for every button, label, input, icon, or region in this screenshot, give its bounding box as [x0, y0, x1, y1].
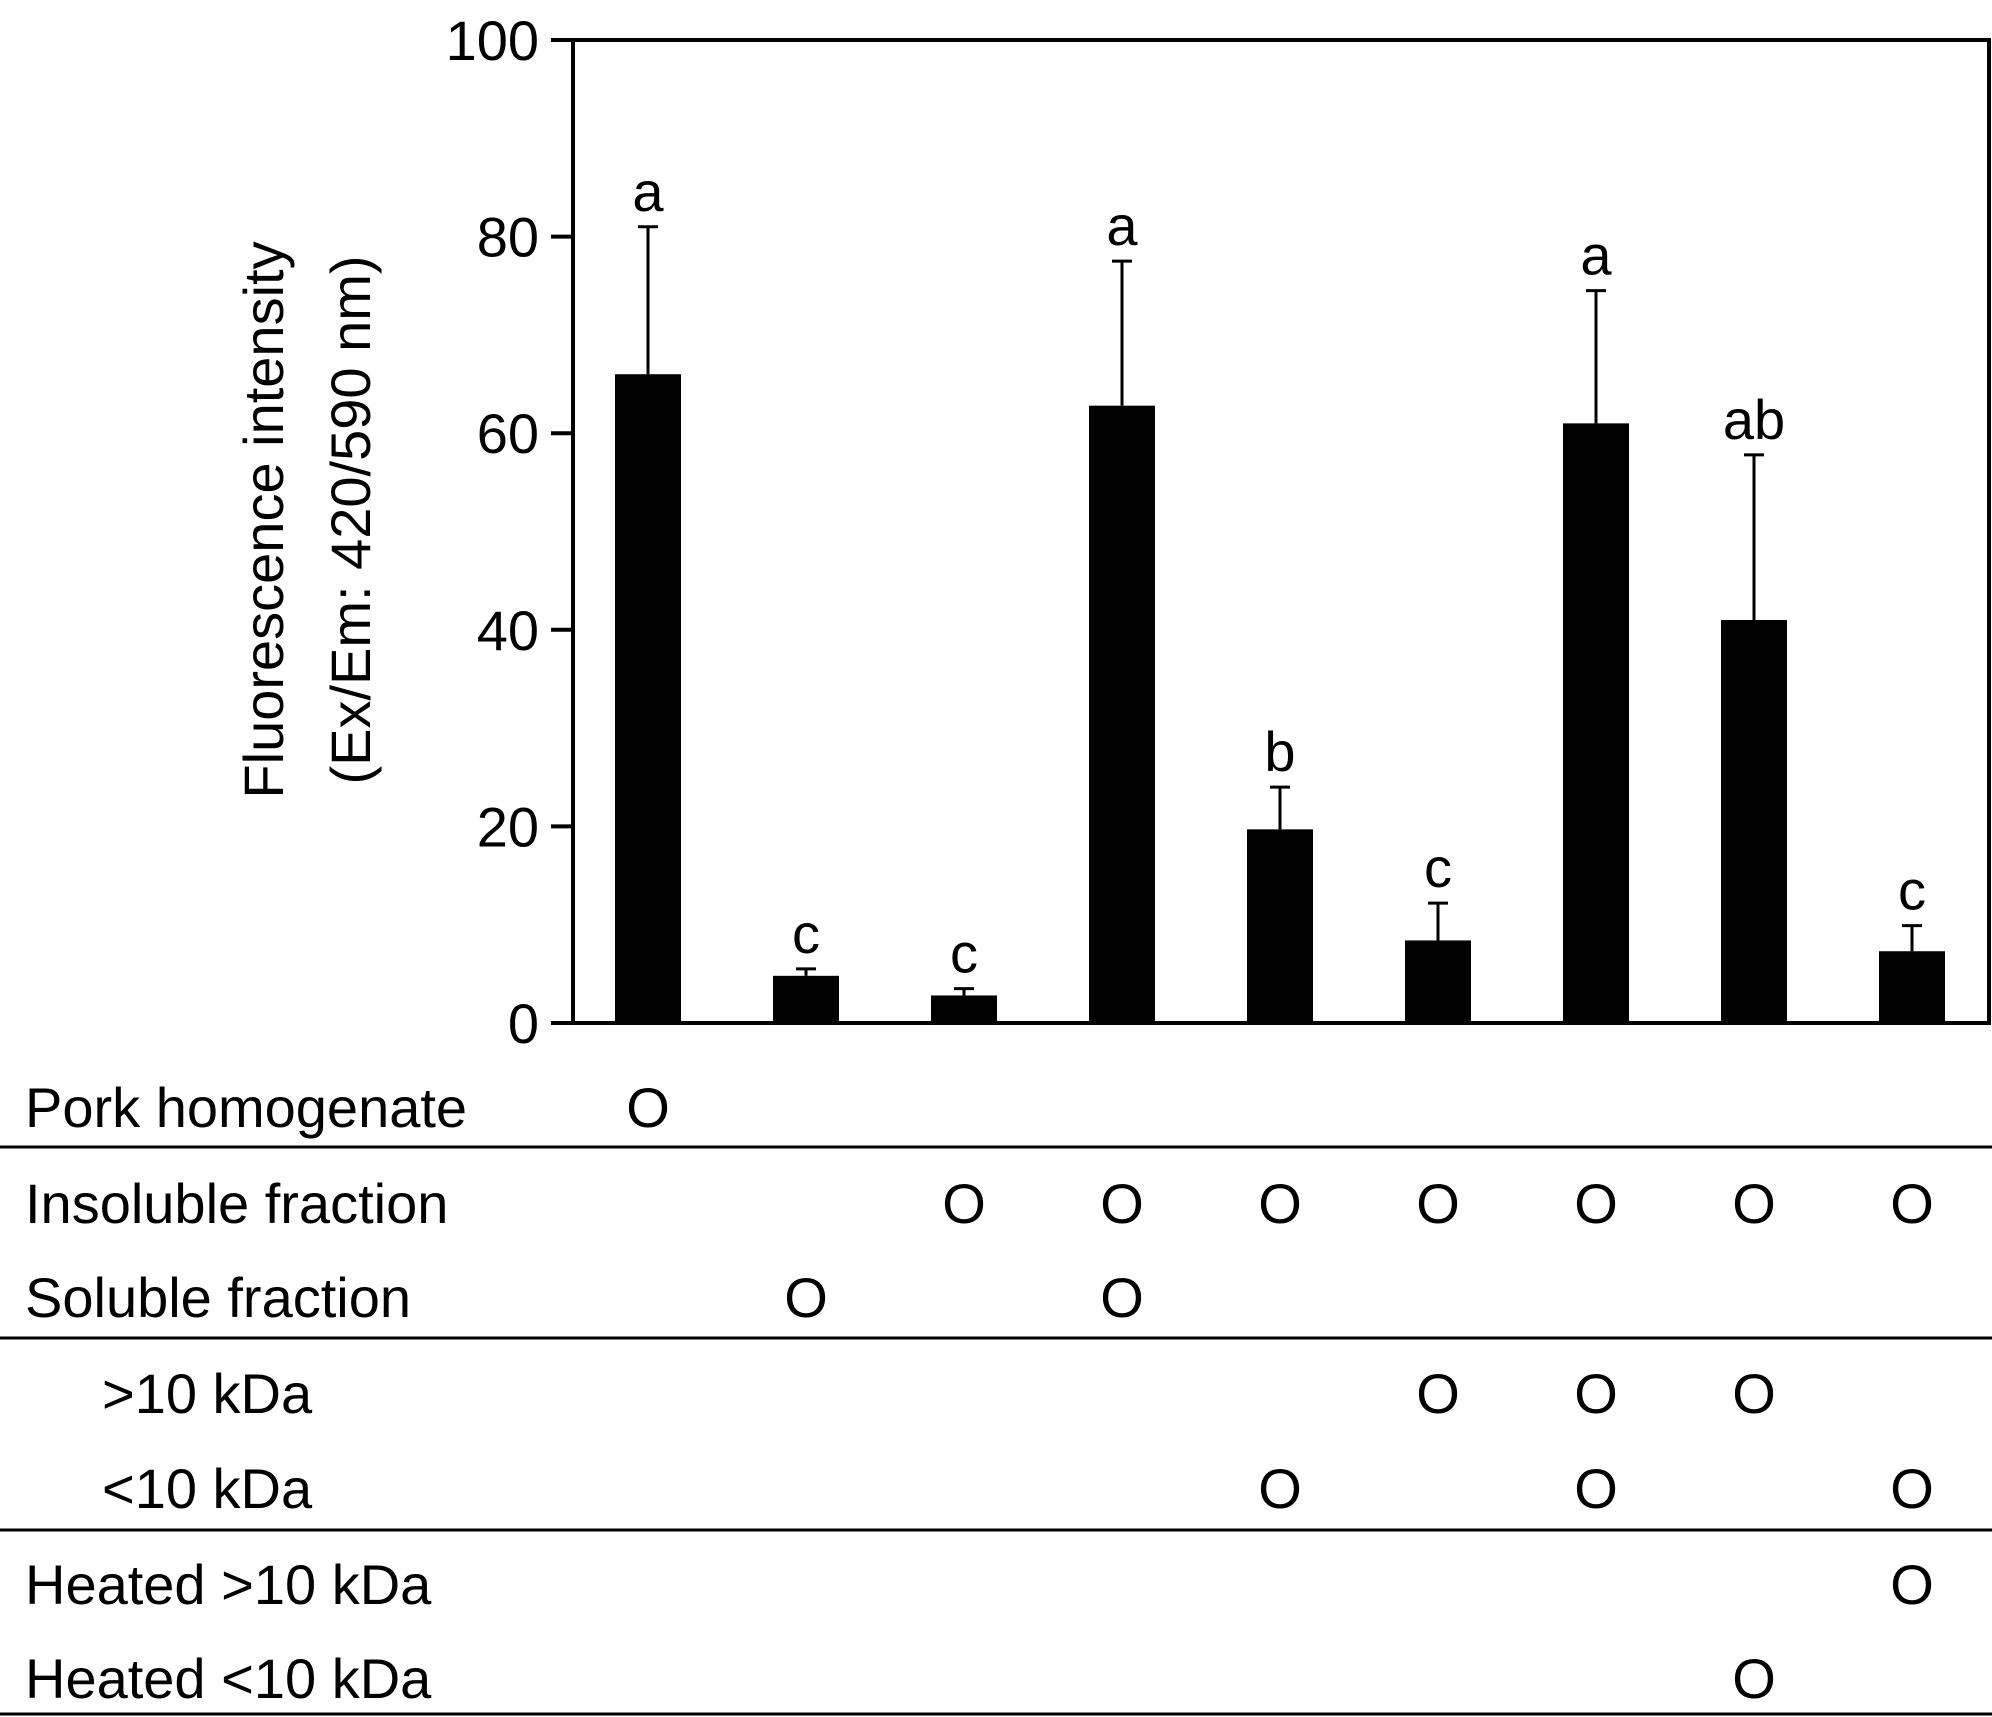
y-tick-label: 60 — [477, 402, 539, 465]
y-tick-label: 20 — [477, 795, 539, 858]
table-mark: O — [626, 1076, 670, 1139]
significance-label-7: a — [1580, 224, 1612, 287]
table-mark: O — [1100, 1172, 1144, 1235]
bar-8 — [1721, 619, 1787, 1023]
error-bars — [638, 225, 1922, 996]
table-row-label: Heated <10 kDa — [25, 1647, 432, 1710]
table-mark: O — [942, 1172, 986, 1235]
significance-label-5: b — [1264, 720, 1295, 783]
significance-label-1: a — [632, 160, 664, 223]
table-row-label: Soluble fraction — [25, 1266, 411, 1329]
table-mark: O — [1258, 1457, 1302, 1520]
table-mark: O — [1574, 1172, 1618, 1235]
table-mark: O — [1574, 1362, 1618, 1425]
y-tick-label: 80 — [477, 206, 539, 269]
significance-label-2: c — [792, 902, 820, 965]
bar-3 — [931, 995, 997, 1023]
y-axis-title: Fluorescence intensity (Ex/Em: 420/590 n… — [232, 241, 382, 798]
significance-label-4: a — [1106, 194, 1138, 257]
y-axis-title-line1: Fluorescence intensity — [232, 241, 295, 798]
y-tick-label: 0 — [508, 992, 539, 1055]
table-row-label: >10 kDa — [102, 1362, 313, 1425]
significance-label-3: c — [950, 922, 978, 985]
table-mark: O — [1890, 1457, 1934, 1520]
significance-label-8: ab — [1723, 388, 1785, 451]
table-mark: O — [1890, 1553, 1934, 1616]
table-row-label: Heated >10 kDa — [25, 1553, 432, 1616]
bar-2 — [773, 975, 839, 1023]
y-ticks: 0 20 40 60 80 100 — [446, 9, 573, 1055]
table-mark: O — [1416, 1362, 1460, 1425]
table-mark: O — [1258, 1172, 1302, 1235]
bar-1 — [615, 374, 681, 1024]
y-tick-label: 100 — [446, 9, 539, 72]
bar-9 — [1879, 951, 1945, 1023]
table-mark: O — [1416, 1172, 1460, 1235]
table-mark: O — [1732, 1647, 1776, 1710]
table-row-label: Insoluble fraction — [25, 1172, 448, 1235]
table-mark: O — [1732, 1362, 1776, 1425]
y-axis-title-line2: (Ex/Em: 420/590 nm) — [319, 255, 382, 784]
bar-6 — [1405, 940, 1471, 1023]
significance-label-6: c — [1424, 836, 1452, 899]
table-mark: O — [1574, 1457, 1618, 1520]
bar-5 — [1247, 829, 1313, 1023]
table-mark: O — [784, 1266, 828, 1329]
table-mark: O — [1732, 1172, 1776, 1235]
bars — [615, 374, 1945, 1024]
table-row-label: Pork homogenate — [25, 1076, 467, 1139]
y-tick-label: 40 — [477, 599, 539, 662]
table-mark: O — [1890, 1172, 1934, 1235]
bar-7 — [1563, 423, 1629, 1023]
significance-label-9: c — [1898, 859, 1926, 922]
table-mark: O — [1100, 1266, 1144, 1329]
table-row-label: <10 kDa — [102, 1457, 313, 1520]
bar-4 — [1089, 405, 1155, 1023]
